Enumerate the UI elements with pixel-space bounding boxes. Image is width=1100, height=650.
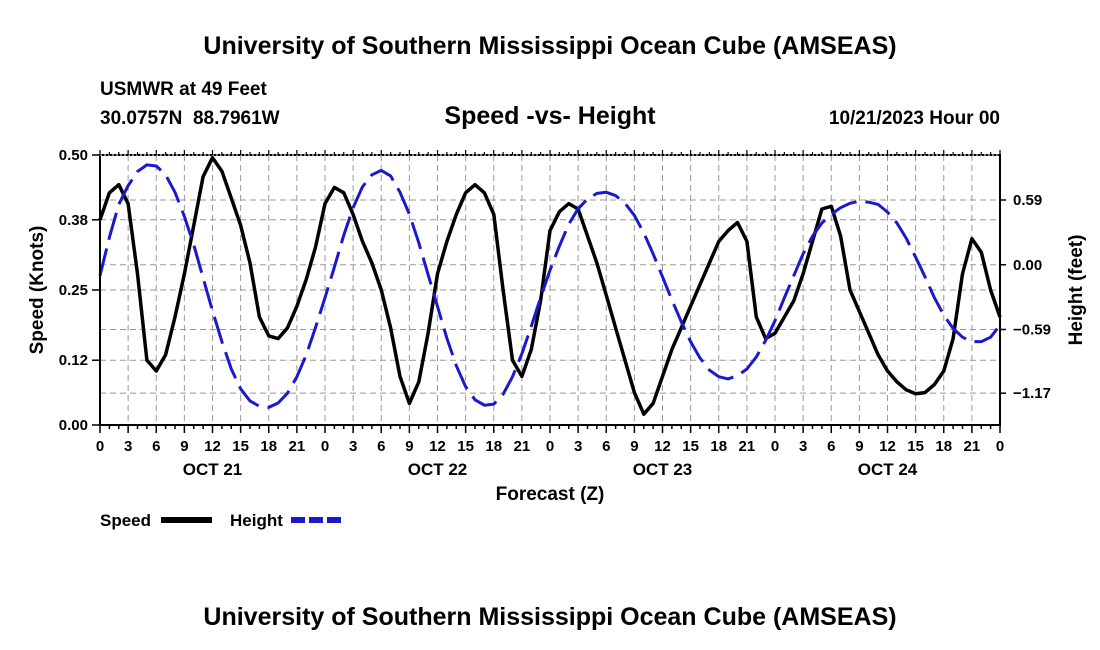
x-tick-label: 0 — [321, 438, 329, 455]
x-tick-label: 12 — [879, 438, 896, 455]
y2-axis-label: Height (feet) — [1066, 235, 1087, 346]
y2-tick-label: 0.59 — [1013, 192, 1042, 209]
x-tick-label: 12 — [204, 438, 221, 455]
station-coords: 30.0757N 88.7961W — [100, 108, 280, 129]
station-name: USMWR at 49 Feet — [100, 79, 267, 100]
x-tick-label: 0 — [96, 438, 104, 455]
x-tick-label: 18 — [710, 438, 727, 455]
legend-label-speed: Speed — [100, 511, 151, 530]
x-tick-label: 21 — [514, 438, 531, 455]
plot-axes — [92, 150, 1006, 433]
legend: Speed Height — [100, 511, 342, 530]
y2-tick-label: −1.17 — [1013, 385, 1051, 402]
x-tick-label: 3 — [799, 438, 807, 455]
x-tick-label: 15 — [232, 438, 249, 455]
y2-tick-label: 0.00 — [1013, 257, 1042, 274]
x-tick-label: 0 — [546, 438, 554, 455]
y-axis-label: Speed (Knots) — [27, 226, 48, 355]
x-tick-label: 18 — [485, 438, 502, 455]
day-label: OCT 22 — [408, 460, 468, 479]
y-tick-label: 0.25 — [59, 282, 88, 299]
x-tick-label: 21 — [964, 438, 981, 455]
x-tick-label: 0 — [996, 438, 1004, 455]
x-tick-label: 21 — [289, 438, 306, 455]
y-tick-label: 0.00 — [59, 417, 88, 434]
x-tick-label: 15 — [907, 438, 924, 455]
x-tick-label: 6 — [377, 438, 385, 455]
x-tick-label: 3 — [349, 438, 357, 455]
main-title: University of Southern Mississippi Ocean… — [203, 32, 896, 60]
footer-title: University of Southern Mississippi Ocean… — [203, 603, 896, 631]
day-label: OCT 24 — [858, 460, 918, 479]
x-axis-label: Forecast (Z) — [496, 484, 605, 505]
x-tick-label: 15 — [457, 438, 474, 455]
x-tick-label: 9 — [405, 438, 413, 455]
y-tick-label: 0.50 — [59, 147, 88, 164]
y2-tick-label: −0.59 — [1013, 322, 1051, 339]
x-tick-label: 12 — [429, 438, 446, 455]
plot-series — [98, 155, 1002, 416]
plot-grid — [100, 155, 1000, 425]
x-tick-label: 6 — [602, 438, 610, 455]
y-tick-labels: 0.00 0.12 0.25 0.38 0.50 — [59, 147, 88, 434]
x-tick-label: 9 — [855, 438, 863, 455]
x-tick-label: 0 — [771, 438, 779, 455]
x-tick-label: 3 — [574, 438, 582, 455]
x-tick-label: 9 — [180, 438, 188, 455]
day-label: OCT 21 — [183, 460, 243, 479]
y-tick-label: 0.38 — [59, 212, 88, 229]
y2-tick-labels: 0.59 0.00 −0.59 −1.17 — [1013, 192, 1051, 402]
x-tick-label: 18 — [260, 438, 277, 455]
x-tick-label: 6 — [827, 438, 835, 455]
chart-subtitle: Speed -vs- Height — [444, 102, 656, 130]
series-line-height — [98, 163, 1002, 409]
day-labels: OCT 21 OCT 22 OCT 23 OCT 24 — [183, 460, 918, 479]
x-tick-label: 9 — [630, 438, 638, 455]
x-tick-label: 6 — [152, 438, 160, 455]
x-tick-label: 15 — [682, 438, 699, 455]
day-label: OCT 23 — [633, 460, 693, 479]
series-line-speed — [98, 155, 1002, 416]
legend-label-height: Height — [230, 511, 283, 530]
x-tick-labels: 0 3 6 9 12 15 18 21 0 3 6 9 12 15 18 21 0 3 6 9 12 15 18 21 0 3 6 9… — [96, 438, 1004, 455]
x-tick-label: 21 — [739, 438, 756, 455]
forecast-timestamp: 10/21/2023 Hour 00 — [829, 108, 1000, 129]
x-tick-label: 18 — [935, 438, 952, 455]
x-tick-label: 12 — [654, 438, 671, 455]
y-tick-label: 0.12 — [59, 352, 88, 369]
x-tick-label: 3 — [124, 438, 132, 455]
